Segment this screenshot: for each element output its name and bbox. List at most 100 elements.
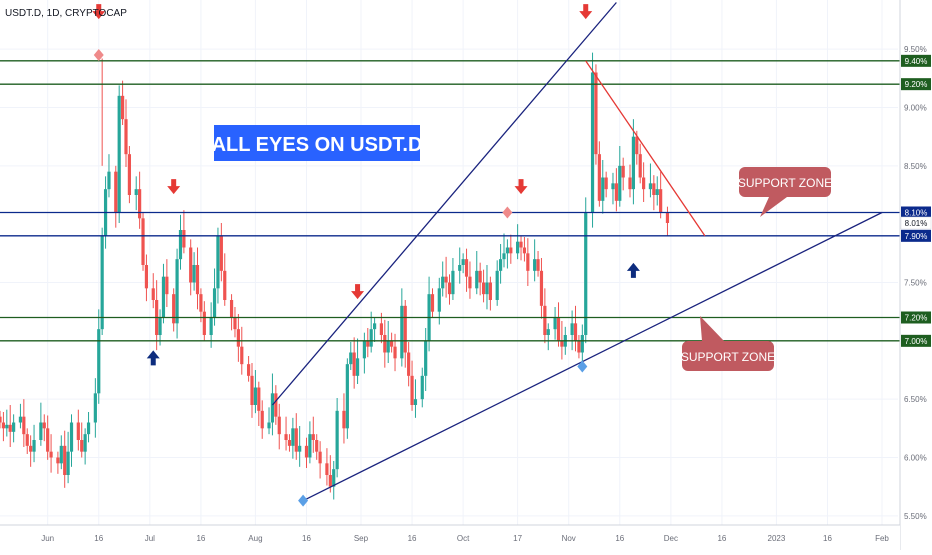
candle-down xyxy=(383,335,387,353)
candle-up xyxy=(59,445,63,464)
candle-up xyxy=(372,323,377,330)
candle-down xyxy=(284,434,288,440)
candle-down xyxy=(444,276,448,283)
candle-down xyxy=(379,323,384,335)
markers-layer xyxy=(92,4,640,507)
candle-down xyxy=(277,416,281,435)
x-tick-label: 16 xyxy=(717,534,726,543)
candle-down xyxy=(25,434,29,446)
x-tick-label: 16 xyxy=(302,534,311,543)
y-tick-label: 5.50% xyxy=(904,512,927,521)
candle-down xyxy=(165,276,169,295)
candle-up xyxy=(117,95,121,213)
current-price-badge xyxy=(900,216,932,230)
candle-down xyxy=(124,119,128,155)
candle-up xyxy=(590,72,595,213)
candle-down xyxy=(151,288,155,300)
candle-up xyxy=(441,276,445,289)
candle-up xyxy=(161,276,166,318)
candle-up xyxy=(349,352,353,365)
candle-down xyxy=(488,282,492,300)
blue-up-arrow-icon xyxy=(626,262,640,278)
candle-down xyxy=(318,451,322,464)
candle-up xyxy=(158,317,162,335)
candle-down xyxy=(403,305,407,353)
candle-down xyxy=(519,241,523,248)
candle-up xyxy=(5,424,9,429)
candle-up xyxy=(570,323,574,335)
candle-up xyxy=(502,253,506,260)
candle-down xyxy=(468,276,472,289)
candle-down xyxy=(8,424,12,432)
candle-down xyxy=(0,416,2,423)
candle-up xyxy=(267,422,271,429)
x-tick-label: 17 xyxy=(513,534,522,543)
candle-up xyxy=(178,230,183,260)
x-tick-label: Feb xyxy=(875,534,889,543)
candle-down xyxy=(560,340,564,347)
candle-up xyxy=(505,247,510,254)
candle-up xyxy=(584,212,588,335)
candle-up xyxy=(369,329,373,347)
candle-down xyxy=(665,212,670,223)
headline-text: ALL EYES ON USDT.D xyxy=(212,134,423,156)
level-badge-label: 9.20% xyxy=(905,80,928,89)
candle-down xyxy=(202,311,206,335)
x-tick-label: 16 xyxy=(615,534,624,543)
candle-up xyxy=(192,265,196,283)
candle-down xyxy=(138,189,142,219)
candle-down xyxy=(240,346,244,365)
candle-down xyxy=(250,375,254,405)
candle-down xyxy=(642,177,646,190)
y-tick-label: 8.50% xyxy=(904,162,927,171)
time-axis-bg xyxy=(0,525,900,550)
blue-diamond-icon xyxy=(577,360,588,373)
candle-up xyxy=(451,270,455,295)
x-tick-label: Nov xyxy=(562,534,576,543)
candle-down xyxy=(478,270,482,283)
candle-down xyxy=(522,247,527,254)
candle-down xyxy=(257,387,261,411)
candle-down xyxy=(311,434,315,440)
candle-down xyxy=(543,305,547,335)
x-tick-label: 16 xyxy=(823,534,832,543)
candle-up xyxy=(93,393,97,423)
candle-down xyxy=(366,340,370,347)
candle-down xyxy=(390,340,394,347)
blue-up-arrow-icon xyxy=(146,350,160,366)
candle-down xyxy=(29,445,33,452)
candle-down xyxy=(628,177,632,190)
candle-up xyxy=(553,317,557,330)
candle-down xyxy=(114,171,118,213)
candle-up xyxy=(533,259,537,271)
candle-up xyxy=(66,451,70,475)
candles-layer xyxy=(0,52,670,500)
candle-down xyxy=(80,440,84,452)
candle-down xyxy=(42,422,46,429)
candle-down xyxy=(229,300,234,318)
candle-up xyxy=(18,416,23,423)
chart-title: USDT.D, 1D, CRYPTOCAP xyxy=(5,8,127,19)
candle-up xyxy=(611,183,615,190)
candle-down xyxy=(219,235,223,271)
candle-up xyxy=(83,434,87,452)
candle-down xyxy=(352,352,356,376)
candle-down xyxy=(22,416,26,435)
support-zone-badge xyxy=(682,341,774,371)
x-tick-label: Jun xyxy=(41,534,54,543)
level-badge xyxy=(901,206,931,219)
candle-up xyxy=(485,282,489,295)
levels-layer xyxy=(0,60,932,342)
x-tick-label: Oct xyxy=(457,534,470,543)
candle-up xyxy=(69,422,74,452)
red-down-arrow-icon xyxy=(579,4,593,20)
red-diamond-icon xyxy=(93,49,104,61)
x-tick-label: Sep xyxy=(354,534,369,543)
candle-up xyxy=(332,469,336,487)
candle-down xyxy=(407,352,411,376)
candle-down xyxy=(46,428,50,452)
candle-down xyxy=(49,451,53,458)
candle-down xyxy=(274,393,278,417)
